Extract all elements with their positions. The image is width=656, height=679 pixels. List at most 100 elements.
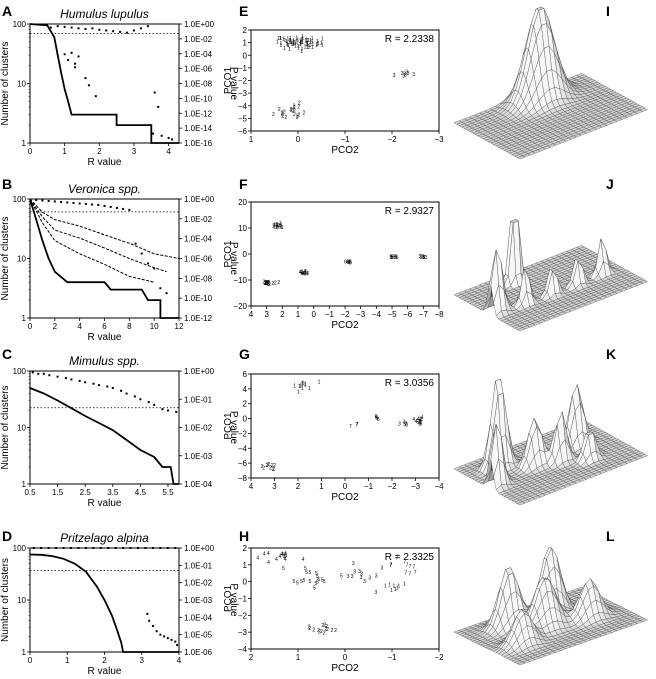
scatter-point: 2 — [331, 628, 334, 634]
scatter-point: 2 — [267, 281, 270, 287]
cluster-curve — [29, 23, 179, 144]
scatter-point: 4 — [421, 415, 424, 421]
pvalue-point — [98, 28, 101, 31]
y-axis-label: PCO1 — [223, 412, 234, 440]
scatter-point: 4 — [302, 271, 305, 277]
scatter-point: 7 — [403, 560, 406, 566]
scatter-point: 2 — [312, 627, 315, 633]
scatter-point: 2 — [293, 105, 296, 111]
pvalue-point — [144, 547, 147, 549]
y-tick-label: −6 — [238, 127, 248, 136]
pvalue-point — [107, 547, 110, 549]
scatter-point: 1 — [302, 381, 305, 387]
scatter-point: 4 — [304, 269, 307, 275]
pvalue-point — [35, 198, 38, 201]
y-tick-label: 2 — [243, 26, 248, 35]
x-tick-label: −7 — [419, 310, 429, 319]
scatter-point: 4 — [267, 551, 270, 557]
pvalue-point — [72, 201, 75, 204]
y-tick-label: 6 — [243, 370, 248, 379]
surface-mesh — [453, 219, 648, 332]
chart-title: Mimulus spp. — [69, 354, 140, 368]
scatter-point: 1 — [304, 44, 307, 50]
pvalue-point — [115, 206, 118, 209]
scatter-point: 1 — [279, 221, 282, 227]
scatter-point: 1 — [321, 37, 324, 43]
x-tick-label: −2 — [387, 135, 397, 144]
x-tick-label: 2 — [280, 310, 285, 319]
scatter-point: 1 — [273, 222, 276, 228]
scatter-point: 2 — [262, 279, 265, 285]
scatter-point: 4 — [263, 552, 266, 558]
y-axis-label: PCO1 — [223, 66, 234, 94]
scatter-point: 1 — [288, 38, 291, 44]
x-tick-label: 6 — [102, 322, 107, 331]
scatter-point: 1 — [290, 40, 293, 46]
y-tick-label: 0 — [243, 51, 248, 60]
scatter-point: 1 — [306, 42, 309, 48]
scatter-point: 1 — [320, 41, 323, 47]
scatter-point: 7 — [389, 562, 392, 568]
scatter-point: 3 — [403, 419, 406, 425]
series-line — [29, 198, 167, 273]
chart-title: Veronica spp. — [68, 182, 141, 196]
scatter-point: 4 — [256, 555, 259, 561]
panel-letter: C — [2, 346, 12, 362]
panel-letter: B — [2, 176, 12, 192]
y2-tick-label: 1.0E-06 — [184, 255, 213, 264]
scatter-point: 1 — [315, 43, 318, 49]
scatter-point: 1 — [305, 38, 308, 44]
scatter-point: 1 — [301, 382, 304, 388]
x-tick-label: 0 — [343, 653, 348, 662]
scatter-point: 1 — [279, 224, 282, 230]
scatter-point: 2 — [293, 104, 296, 110]
pvalue-point — [165, 292, 168, 295]
scatter-point: 1 — [396, 585, 399, 591]
pvalue-point — [40, 547, 43, 549]
scatter-point: 7 — [356, 422, 359, 428]
scatter-point: 5 — [321, 577, 324, 583]
scatter-point: 5 — [394, 255, 397, 261]
pvalue-point — [74, 66, 77, 69]
pvalue-point — [166, 547, 169, 549]
y-axis-label: Number of clusters — [0, 217, 11, 301]
scatter-point: 1 — [289, 39, 292, 45]
scatter-point: 3 — [403, 72, 406, 78]
scatter-point: 1 — [297, 389, 300, 395]
scatter-point: 1 — [282, 37, 285, 43]
scatter-point: 1 — [300, 38, 303, 44]
scatter-point: 2 — [278, 107, 281, 113]
scatter-point: 1 — [292, 40, 295, 46]
x-tick-label: 0 — [343, 482, 348, 491]
y-tick-label: −1 — [238, 595, 248, 604]
pvalue-point — [84, 202, 87, 205]
scatter-point: 5 — [416, 420, 419, 426]
scatter-point: 2 — [297, 104, 300, 110]
y2-tick-label: 1.0E-01 — [184, 561, 213, 570]
scatter-point: 1 — [311, 45, 314, 51]
scatter-point: 2 — [284, 115, 287, 121]
x-axis-label: PCO2 — [331, 145, 359, 156]
scatter-point: 6 — [346, 260, 349, 266]
y-tick-label: −4 — [238, 645, 248, 654]
pvalue-point — [159, 547, 162, 549]
pvalue-point — [176, 644, 179, 647]
scatter-point: 2 — [308, 625, 311, 631]
scatter-point: 1 — [290, 42, 293, 48]
pvalue-point — [171, 138, 174, 141]
scatter-point: 5 — [340, 573, 343, 579]
pvalue-point — [153, 91, 156, 94]
scatter-point: 1 — [277, 225, 280, 231]
y-tick-label: 1 — [243, 561, 248, 570]
pvalue-point — [87, 84, 90, 87]
scatter-point: 6 — [346, 260, 349, 266]
scatter-point: 1 — [275, 222, 278, 228]
scatter-point: 4 — [299, 270, 302, 276]
surface-mesh — [453, 6, 648, 160]
scatter-point: 3 — [363, 579, 366, 585]
scatter-point: 2 — [326, 627, 329, 633]
y2-tick-label: 1.0E-06 — [184, 65, 213, 74]
pvalue-point — [120, 389, 123, 392]
cluster-curve — [29, 198, 179, 319]
x-tick-label: −3 — [434, 135, 444, 144]
